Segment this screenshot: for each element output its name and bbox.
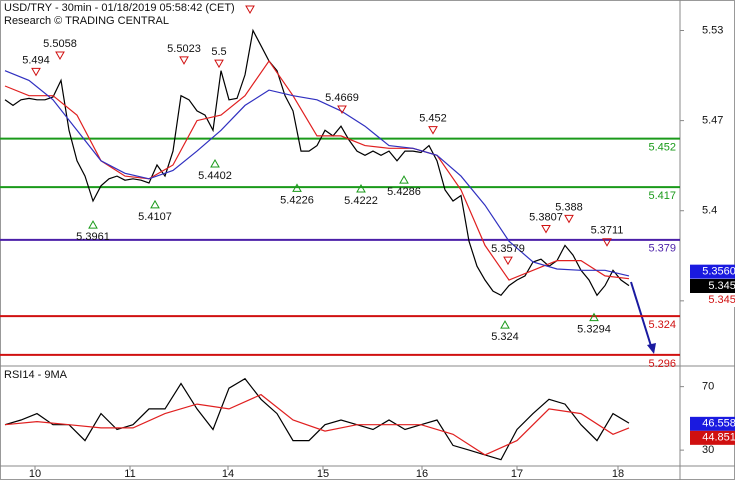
level-label: 5.324 <box>648 319 676 331</box>
pivot-high-marker <box>564 214 574 224</box>
price-tag <box>690 264 735 279</box>
forecast-arrow <box>630 281 656 354</box>
pivot-low-marker <box>356 183 366 193</box>
price-tag <box>690 279 735 294</box>
pivot-low-marker <box>210 158 220 168</box>
pivot-low-marker <box>88 220 98 229</box>
pivot-high-marker <box>337 105 347 114</box>
series-line <box>4 59 630 281</box>
y-tick-label: 5.53 <box>702 24 723 36</box>
pivot-high-marker <box>428 126 438 135</box>
pivot-label: 5.5058 <box>43 38 77 50</box>
price-tag <box>690 416 735 431</box>
series-line <box>4 393 630 456</box>
pivot-low-marker <box>399 175 409 184</box>
level-label: 5.417 <box>648 190 676 202</box>
chart-title: USD/TRY - 30min - 01/18/2019 05:58:42 (C… <box>4 2 235 14</box>
series-line <box>4 28 630 297</box>
pivot-label: 5.3294 <box>577 324 611 336</box>
pivot-high-marker <box>214 59 224 69</box>
level-label: 5.379 <box>648 243 676 255</box>
x-tick-label: 18 <box>612 468 624 480</box>
y-tick-label: 70 <box>702 381 714 393</box>
pivot-label: 5.388 <box>555 201 583 213</box>
pivot-label: 5.3711 <box>591 225 624 237</box>
x-tick-label: 10 <box>29 468 41 480</box>
pivot-high-marker <box>541 224 551 234</box>
pivot-label: 5.3961 <box>76 231 110 243</box>
chart-subtitle: Research © TRADING CENTRAL <box>4 15 169 27</box>
y-tick-label: 5.47 <box>702 115 723 127</box>
x-tick-label: 16 <box>416 468 428 480</box>
price-tag <box>690 430 735 445</box>
pivot-label: 5.324 <box>491 331 519 343</box>
pivot-marker <box>245 5 255 15</box>
level-label: 5.452 <box>648 142 676 154</box>
pivot-label: 5.494 <box>22 54 50 66</box>
series-line <box>4 377 630 461</box>
pivot-low-marker <box>500 320 510 329</box>
price-tag-label: 44.8512 <box>702 432 735 444</box>
pivot-label: 5.3807 <box>529 211 563 223</box>
pivot-high-marker <box>55 51 65 61</box>
pivot-label: 5.3579 <box>491 243 525 255</box>
pivot-label: 5.4107 <box>138 211 172 223</box>
pivot-low-marker <box>150 199 160 209</box>
pivot-label: 5.452 <box>419 113 447 125</box>
level-label: 5.296 <box>648 358 676 370</box>
price-tag <box>690 293 735 308</box>
y-tick-label: 5.4 <box>702 205 717 217</box>
price-tag-label: 5.3457 <box>708 294 735 306</box>
pivot-label: 5.5023 <box>167 43 201 55</box>
x-tick-label: 11 <box>124 468 135 480</box>
pivot-label: 5.4286 <box>387 186 421 198</box>
y-tick-label: 30 <box>702 444 714 456</box>
pivot-low-marker <box>292 183 302 192</box>
pivot-label: 5.5 <box>211 46 226 58</box>
x-tick-label: 15 <box>317 468 329 480</box>
pivot-high-marker <box>602 238 612 247</box>
pivot-low-marker <box>589 312 599 322</box>
pivot-high-marker <box>179 56 189 65</box>
panel-title: RSI14 - 9MA <box>4 369 68 381</box>
series-line <box>4 70 630 277</box>
pivot-label: 5.4226 <box>280 194 314 206</box>
pivot-label: 5.4669 <box>325 92 359 104</box>
pivot-high-marker <box>31 67 41 77</box>
pivot-label: 5.4402 <box>198 170 232 182</box>
x-tick-label: 17 <box>511 468 523 480</box>
x-tick-label: 14 <box>222 468 234 480</box>
pivot-high-marker <box>503 256 513 266</box>
price-tag-label: 46.5589 <box>702 418 735 430</box>
pivot-label: 5.4222 <box>344 195 378 207</box>
price-tag-label: 5.3457 <box>708 280 735 292</box>
